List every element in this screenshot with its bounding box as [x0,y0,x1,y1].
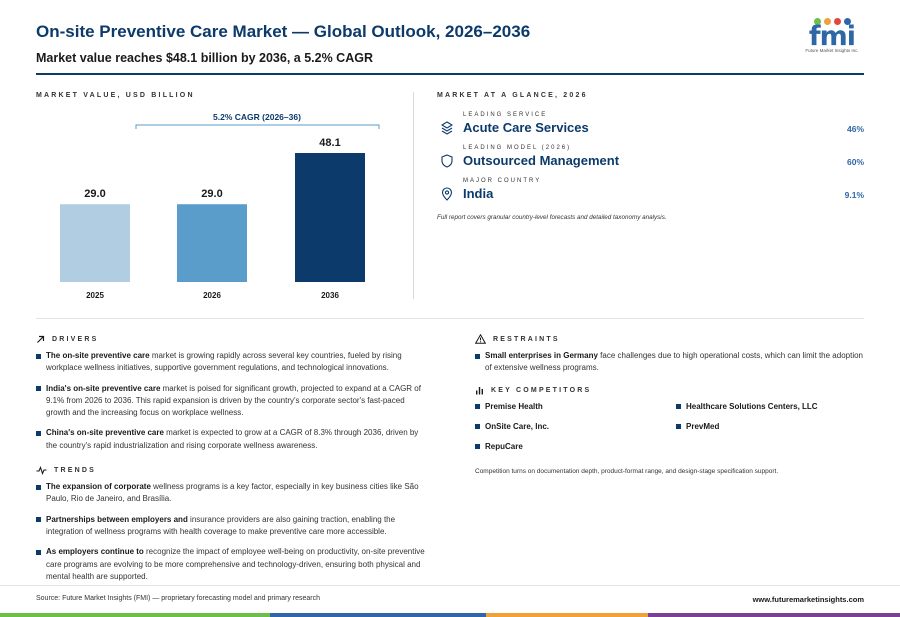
restraint-item: Small enterprises in Germany face challe… [475,350,865,375]
arrow-up-right-icon [37,335,45,343]
category-label: 2036 [321,291,339,300]
trend-item-text: recognize the impact of employee well-be… [46,547,425,581]
restraints-competitors-column: RESTRAINTS Small enterprises in Germany … [475,333,865,475]
trend-item: The expansion of corporate wellness prog… [36,481,426,506]
trend-item-bold: The expansion of corporate [46,482,151,492]
market-at-a-glance: MARKET AT A GLANCE, 2026 LEADING SERVICE… [437,92,864,221]
driver-item-bold: China's on-site preventive care [46,428,164,438]
location-pin-icon [441,187,453,201]
page-title: On-site Preventive Care Market — Global … [36,22,531,41]
drivers-label: DRIVERS [52,335,99,343]
glance-section-label: MARKET AT A GLANCE, 2026 [437,92,588,99]
driver-item-text: market is expected to grow at a CAGR of … [46,428,419,450]
category-label: 2026 [203,291,221,300]
trend-item-bold: As employers continue to [46,547,144,557]
panel-divider [413,92,414,299]
footer-color-bar [0,613,900,617]
logo-dot-icon [833,18,841,25]
trend-item-bold: Partnerships between employers and [46,514,188,524]
market-value-bar-chart: 29.0 2025 29.0 2026 48.1 2036 5.2% CAGR (2026–… [60,112,380,300]
driver-item-bold: The on-site preventive care [46,351,150,360]
restraints-label: RESTRAINTS [493,335,560,343]
trend-item: As employers continue to recognize the i… [36,546,426,583]
drivers-heading: DRIVERS [36,333,426,345]
competitor-item: OnSite Care, Inc. [475,422,676,432]
layers-icon [441,121,453,135]
footer-source: Source: Future Market Insights (FMI) — p… [36,595,320,602]
competitors-heading: KEY COMPETITORS [475,385,865,397]
trends-label: TRENDS [54,466,96,474]
header: On-site Preventive Care Market — Global … [36,22,864,65]
bar-value-label: 29.0 [201,188,222,200]
trend-item-text: wellness programs is a key factor, espec… [46,482,419,504]
glance-item-leading-model: LEADING MODEL (2026) Outsourced Manageme… [437,144,864,177]
bar-value-label: 29.0 [84,188,105,200]
glance-item-value: 60% [846,157,864,167]
driver-item: India's on-site preventive care market i… [36,383,426,420]
drivers-trends-column: DRIVERS The on-site preventive care mark… [36,333,426,591]
competitor-item: PrevMed [676,422,866,432]
driver-item: The on-site preventive care market is gr… [36,350,426,375]
logo-subtext: Future Market Insights Inc. [805,48,859,53]
glance-item-caption: MAJOR COUNTRY [463,178,542,184]
logo-dot-icon [843,18,851,25]
competitor-item: RepuCare [475,442,676,452]
warning-icon [475,334,486,344]
page-subtitle: Market value reaches $48.1 billion by 20… [36,51,373,65]
restraint-item-text: face challenges due to high operational … [485,351,863,373]
bar-chart-icon [476,387,483,395]
competitor-item: Healthcare Solutions Centers, LLC [676,402,866,412]
driver-item: China's on-site preventive care market i… [36,427,426,452]
footer-color-segment [648,613,900,617]
header-divider [36,73,864,75]
driver-item-bold: India's on-site preventive care [46,383,161,393]
competitors-note: Competition turns on documentation depth… [475,467,779,475]
glance-item-value: 9.1% [844,190,864,200]
chart-section-label: MARKET VALUE, USD BILLION [36,92,195,99]
trend-item: Partnerships between employers and insur… [36,514,426,539]
market-value-panel: MARKET VALUE, USD BILLION 29.0 2025 29.0 20… [36,92,406,302]
glance-item-name: Outsourced Management [463,153,620,168]
section-divider [36,318,864,319]
competitor-list: Premise Health Healthcare Solutions Cent… [475,402,865,452]
footer-website-link[interactable]: www.futuremarketinsights.com [752,595,864,604]
competitors-label: KEY COMPETITORS [491,387,592,395]
logo-text: fmi [808,21,856,52]
shield-icon [441,154,453,168]
cagr-bracket [135,124,380,129]
competitor-item: Premise Health [475,402,676,412]
bar-2026 [177,204,247,282]
bar-2036 [295,153,365,282]
glance-note: Full report covers granular country-leve… [437,214,667,221]
bar-2025 [60,204,130,282]
trends-heading: TRENDS [36,464,426,476]
logo-dot-icon [823,18,831,25]
cagr-annotation: 5.2% CAGR (2026–36) [213,112,301,122]
trend-item-text: insurance providers are also gaining tra… [46,514,396,536]
glance-item-value: 46% [846,124,864,134]
footer-divider [0,585,900,586]
bar-value-label: 48.1 [319,137,340,149]
glance-item-name: India [463,186,494,201]
logo-dot-icon [813,18,821,25]
restraint-item-bold: Small enterprises in Germany [485,351,598,360]
driver-item-text: market is poised for significant growth,… [46,383,421,418]
driver-item-text: market is growing rapidly across several… [46,351,402,373]
logo-icons [800,18,864,27]
glance-item-leading-service: LEADING SERVICE Acute Care Services 46% [437,111,864,144]
footer-color-segment [0,613,270,617]
restraints-heading: RESTRAINTS [475,333,865,345]
glance-item-caption: LEADING SERVICE [463,112,548,118]
glance-item-major-country: MAJOR COUNTRY India 9.1% [437,177,864,210]
fmi-logo[interactable]: fmi Future Market Insights Inc. [800,18,864,58]
category-label: 2025 [86,291,104,300]
glance-item-name: Acute Care Services [463,120,589,135]
pulse-icon [36,465,47,475]
footer-color-segment [486,613,648,617]
glance-item-caption: LEADING MODEL (2026) [463,145,572,151]
footer-color-segment [270,613,486,617]
